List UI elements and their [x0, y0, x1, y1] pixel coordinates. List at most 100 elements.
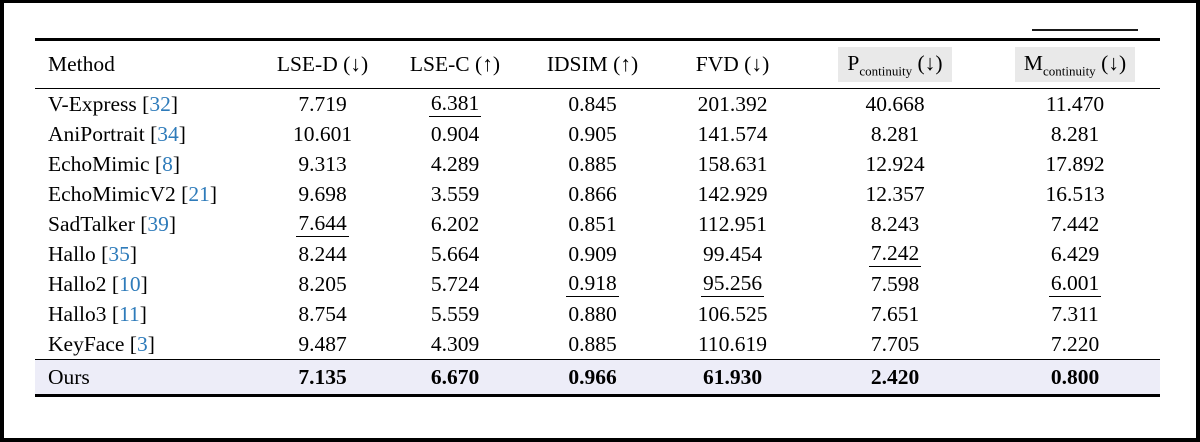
method-cell: SadTalker [39]	[48, 211, 177, 236]
col-header-idsim: IDSIM (↑)	[520, 39, 665, 89]
citation-link[interactable]: 10	[119, 271, 141, 296]
method-cell: KeyFace [3]	[48, 331, 155, 356]
method-name: EchoMimic	[48, 151, 150, 176]
method-cell: Hallo3 [11]	[48, 301, 147, 326]
value-cell: 7.705	[870, 331, 920, 356]
value-cell: 8.281	[1050, 121, 1100, 146]
value-cell: 6.381	[390, 89, 520, 120]
method-name: EchoMimicV2	[48, 181, 176, 206]
value-cell: 0.845	[568, 91, 617, 116]
value-cell: 0.800	[990, 359, 1160, 396]
citation-link[interactable]: 32	[149, 91, 171, 116]
value-cell: 9.698	[298, 181, 347, 206]
value-cell: 5.559	[430, 301, 480, 326]
col-header-label: Mcontinuity (↓)	[1014, 46, 1136, 83]
value-cell: 7.220	[1050, 331, 1100, 356]
underlined-value: 0.918	[566, 271, 619, 298]
citation-link[interactable]: 35	[108, 241, 130, 266]
method-cell: Ours	[35, 359, 255, 396]
value-cell: 12.924	[865, 151, 925, 176]
table-row-hallo: Hallo [35] 8.244 5.664 0.909 99.454 7.242 6.42…	[35, 239, 1160, 269]
method-name: Hallo	[48, 241, 96, 266]
underlined-value: 7.644	[296, 211, 349, 238]
method-name: Hallo3	[48, 301, 107, 326]
value-cell: 9.487	[298, 331, 347, 356]
value-cell: 0.851	[568, 211, 617, 236]
method-name: SadTalker	[48, 211, 135, 236]
col-header-label: Pcontinuity (↓)	[838, 46, 952, 83]
citation-link[interactable]: 3	[136, 331, 148, 356]
col-header-label: LSE-D (↓)	[276, 52, 369, 76]
table-row-v-express: V-Express [32] 7.719 6.381 0.845 201.392 40.6…	[35, 89, 1160, 120]
citation-link[interactable]: 21	[188, 181, 210, 206]
method-cell: V-Express [32]	[48, 91, 179, 116]
value-cell: 7.242	[800, 239, 990, 269]
col-header-method: Method	[35, 39, 255, 89]
citation-link[interactable]: 11	[119, 301, 140, 326]
value-cell: 9.313	[298, 151, 347, 176]
value-cell: 0.918	[520, 269, 665, 299]
value-cell: 7.442	[1050, 211, 1100, 236]
col-header-label: FVD (↓)	[695, 52, 770, 76]
citation-link[interactable]: 39	[147, 211, 169, 236]
value-cell: 0.885	[568, 331, 617, 356]
value-cell: 201.392	[697, 91, 768, 116]
value-cell: 0.909	[568, 241, 617, 266]
citation-link[interactable]: 8	[162, 151, 173, 176]
results-table: Method LSE-D (↓) LSE-C (↑) IDSIM (↑) FVD (↓)…	[35, 38, 1160, 397]
up-arrow-icon: (↑)	[469, 52, 501, 76]
value-cell: 0.905	[568, 121, 617, 146]
value-cell: 7.719	[298, 91, 347, 116]
col-header-label: IDSIM (↑)	[546, 52, 639, 76]
method-name: KeyFace	[48, 331, 125, 356]
value-cell: 11.470	[1045, 91, 1105, 116]
value-cell: 4.309	[430, 331, 480, 356]
value-cell: 106.525	[697, 301, 768, 326]
value-cell: 8.243	[870, 211, 920, 236]
value-cell: 7.598	[870, 271, 920, 296]
value-cell: 112.951	[697, 211, 768, 236]
underlined-value: 7.242	[868, 241, 922, 268]
underlined-value: 6.381	[428, 91, 482, 118]
value-cell: 8.754	[298, 301, 347, 326]
value-cell: 158.631	[697, 151, 768, 176]
value-cell: 0.880	[568, 301, 617, 326]
method-cell: AniPortrait [34]	[48, 121, 186, 146]
value-cell: 16.513	[1045, 181, 1105, 206]
value-cell: 5.724	[430, 271, 480, 296]
value-cell: 2.420	[800, 359, 990, 396]
col-header-fvd: FVD (↓)	[665, 39, 800, 89]
value-cell: 7.135	[255, 359, 390, 396]
value-cell: 99.454	[702, 241, 763, 266]
underlined-value: 6.001	[1048, 271, 1102, 298]
value-cell: 6.429	[1050, 241, 1100, 266]
value-cell: 7.311	[1051, 301, 1099, 326]
down-arrow-icon: (↓)	[1095, 50, 1127, 75]
value-cell: 0.904	[430, 121, 480, 146]
citation-link[interactable]: 34	[157, 121, 179, 146]
value-cell: 0.966	[520, 359, 665, 396]
value-cell: 7.651	[870, 301, 920, 326]
col-header-lse-d: LSE-D (↓)	[255, 39, 390, 89]
col-header-label: LSE-C (↑)	[409, 52, 501, 76]
value-cell: 6.001	[990, 269, 1160, 299]
down-arrow-icon: (↓)	[912, 50, 943, 75]
table-header: Method LSE-D (↓) LSE-C (↑) IDSIM (↑) FVD (↓)…	[35, 39, 1160, 89]
col-header-p-continuity: Pcontinuity (↓)	[800, 39, 990, 89]
value-cell: 0.866	[568, 181, 617, 206]
value-cell: 8.205	[298, 271, 347, 296]
down-arrow-icon: (↓)	[337, 52, 369, 76]
up-arrow-icon: (↑)	[607, 52, 639, 76]
method-name: Hallo2	[48, 271, 107, 296]
value-cell: 3.559	[430, 181, 480, 206]
method-cell: Hallo [35]	[48, 241, 137, 266]
value-cell: 141.574	[697, 121, 768, 146]
value-cell: 6.202	[430, 211, 480, 236]
value-cell: 61.930	[665, 359, 800, 396]
method-cell: EchoMimicV2 [21]	[48, 181, 218, 206]
table-row-hallo3: Hallo3 [11] 8.754 5.559 0.880 106.525 7.651 7.…	[35, 299, 1160, 329]
down-arrow-icon: (↓)	[738, 52, 770, 76]
table-row-echomimicv2: EchoMimicV2 [21] 9.698 3.559 0.866 142.929 12…	[35, 179, 1160, 209]
table-row-sadtalker: SadTalker [39] 7.644 6.202 0.851 112.951 8.24…	[35, 209, 1160, 239]
